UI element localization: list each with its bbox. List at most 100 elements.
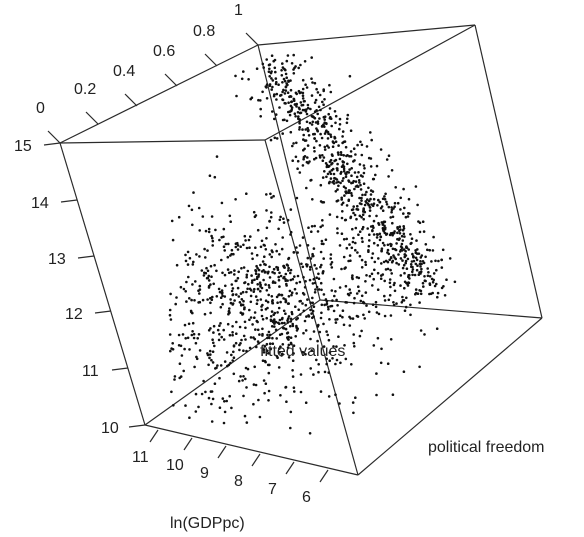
data-point	[213, 382, 217, 386]
data-point	[271, 110, 274, 113]
data-point	[324, 298, 328, 301]
data-point	[287, 335, 291, 339]
data-point	[264, 307, 268, 311]
data-point	[341, 135, 344, 138]
data-point	[325, 362, 329, 366]
data-point	[209, 301, 212, 305]
data-point	[284, 272, 288, 276]
data-point	[290, 342, 293, 346]
data-point	[405, 267, 409, 271]
data-point	[280, 74, 284, 77]
data-point	[334, 290, 337, 293]
box-edge	[474, 24, 543, 319]
data-point	[362, 210, 365, 213]
data-point	[375, 311, 379, 314]
data-point	[289, 268, 293, 272]
data-point	[331, 140, 335, 143]
data-point	[238, 348, 241, 352]
data-point	[265, 316, 269, 320]
data-point	[412, 259, 416, 263]
data-point	[290, 291, 294, 295]
data-point	[293, 390, 296, 393]
data-point	[381, 241, 385, 245]
data-point	[423, 333, 426, 336]
data-point	[344, 145, 348, 149]
data-point	[327, 338, 331, 342]
data-point	[183, 347, 186, 351]
data-point	[247, 78, 250, 81]
z-tick-label: 12	[65, 306, 83, 323]
data-point	[310, 123, 314, 126]
data-point	[194, 341, 198, 345]
data-point	[353, 171, 357, 174]
data-point	[350, 246, 354, 250]
data-point	[428, 275, 432, 278]
data-point	[362, 164, 366, 167]
data-point	[321, 159, 325, 162]
data-point	[296, 111, 300, 114]
box-edge	[257, 24, 476, 46]
data-point	[333, 136, 337, 140]
data-point	[237, 379, 241, 383]
data-point	[374, 305, 378, 309]
data-point	[388, 281, 392, 285]
data-point	[402, 370, 406, 374]
data-point	[313, 263, 317, 267]
data-point	[376, 233, 379, 237]
data-point	[218, 376, 221, 380]
data-point	[371, 303, 375, 307]
data-point	[287, 315, 291, 318]
data-point	[227, 310, 231, 314]
data-point	[289, 317, 293, 321]
data-point	[343, 344, 346, 347]
data-point	[305, 186, 308, 190]
data-point	[236, 276, 240, 280]
data-point	[316, 91, 320, 94]
data-point	[289, 104, 293, 108]
data-point	[280, 321, 284, 325]
data-point	[394, 186, 398, 189]
data-point	[370, 272, 374, 276]
data-point	[322, 322, 325, 326]
data-point	[433, 284, 437, 288]
data-point	[322, 103, 325, 106]
data-point	[382, 220, 386, 224]
data-point	[287, 256, 291, 260]
data-point	[232, 344, 236, 347]
data-point	[273, 281, 277, 285]
data-point	[419, 256, 423, 259]
data-point	[374, 300, 378, 304]
data-point	[422, 261, 426, 265]
data-point	[313, 81, 317, 85]
data-point	[366, 227, 370, 230]
data-point	[301, 97, 305, 100]
data-point	[342, 177, 345, 180]
data-point	[322, 257, 326, 260]
data-point	[207, 363, 210, 367]
data-point	[252, 336, 255, 339]
data-point	[232, 356, 236, 360]
data-point	[342, 169, 346, 173]
data-point	[436, 291, 440, 295]
data-point	[323, 118, 327, 121]
data-point	[299, 373, 303, 376]
data-point	[184, 404, 187, 407]
data-point	[369, 189, 373, 192]
data-point	[301, 128, 304, 131]
data-point	[225, 351, 229, 354]
data-point	[256, 228, 260, 232]
data-point	[259, 298, 263, 301]
data-point	[242, 349, 245, 353]
data-point	[328, 351, 332, 354]
data-point	[226, 322, 230, 326]
data-point	[180, 354, 184, 357]
data-point	[344, 357, 348, 361]
data-point	[357, 233, 360, 236]
data-point	[266, 333, 269, 337]
data-point	[298, 244, 302, 247]
data-point	[233, 273, 236, 276]
data-point	[405, 246, 409, 250]
data-point	[273, 93, 276, 96]
data-point	[357, 285, 360, 289]
data-point	[399, 284, 402, 287]
